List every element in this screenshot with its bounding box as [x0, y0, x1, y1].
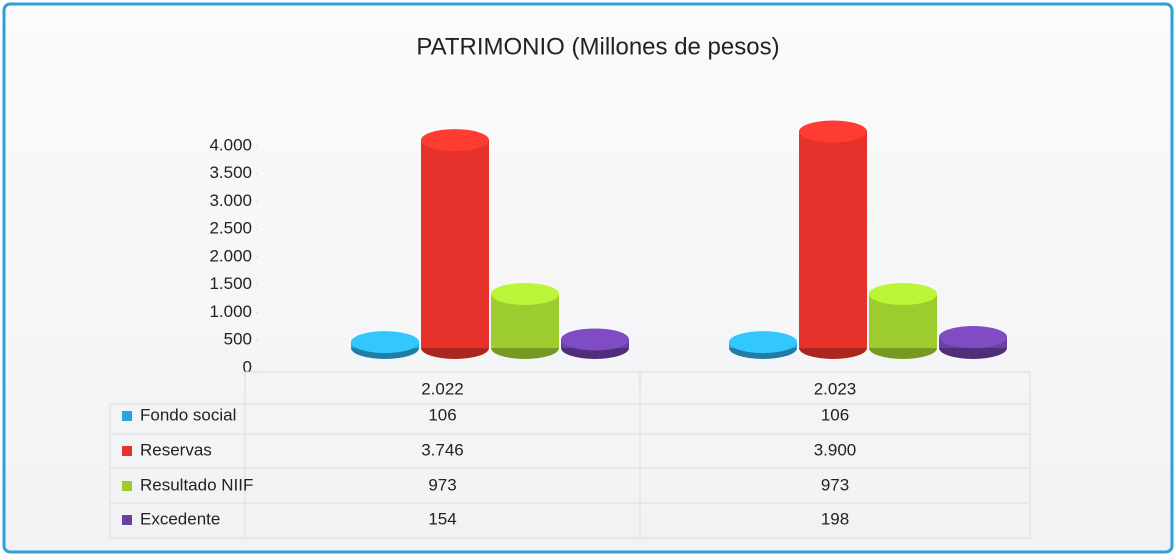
chart-title: PATRIMONIO (Millones de pesos): [416, 33, 779, 60]
table-value: 106: [428, 405, 456, 424]
y-tick-label: 2.500: [209, 219, 252, 238]
bar-top: [939, 326, 1007, 349]
table-value: 198: [821, 509, 849, 528]
y-tick-label: 4.000: [209, 135, 252, 154]
bar-top: [421, 129, 489, 152]
x-tick-label: 2.023: [814, 379, 857, 398]
table-value: 3.746: [421, 440, 464, 459]
table-value: 3.900: [814, 440, 857, 459]
bar-top: [729, 331, 797, 354]
legend-swatch: [122, 411, 132, 421]
y-tick-label: 3.500: [209, 163, 252, 182]
y-tick-label: 0: [243, 357, 252, 376]
legend-swatch: [122, 481, 132, 491]
y-tick-label: 500: [224, 330, 252, 349]
legend-swatch: [122, 446, 132, 456]
y-tick-label: 1.500: [209, 274, 252, 293]
table-value: 973: [821, 475, 849, 494]
table-value: 973: [428, 475, 456, 494]
bar-top: [799, 120, 867, 143]
legend-swatch: [122, 515, 132, 525]
bar-top: [351, 331, 419, 354]
y-tick-label: 1.000: [209, 302, 252, 321]
legend-label: Fondo social: [140, 405, 236, 424]
y-tick-label: 2.000: [209, 246, 252, 265]
table-value: 154: [428, 509, 456, 528]
bar: [799, 131, 867, 348]
table-value: 106: [821, 405, 849, 424]
legend-label: Resultado NIIF: [140, 475, 253, 494]
bar-top: [561, 328, 629, 351]
legend-label: Reservas: [140, 440, 212, 459]
x-tick-label: 2.022: [421, 379, 464, 398]
y-tick-label: 3.000: [209, 191, 252, 210]
bar: [421, 140, 489, 348]
bar-top: [491, 282, 559, 305]
bar-top: [869, 282, 937, 305]
legend-label: Excedente: [140, 509, 220, 528]
